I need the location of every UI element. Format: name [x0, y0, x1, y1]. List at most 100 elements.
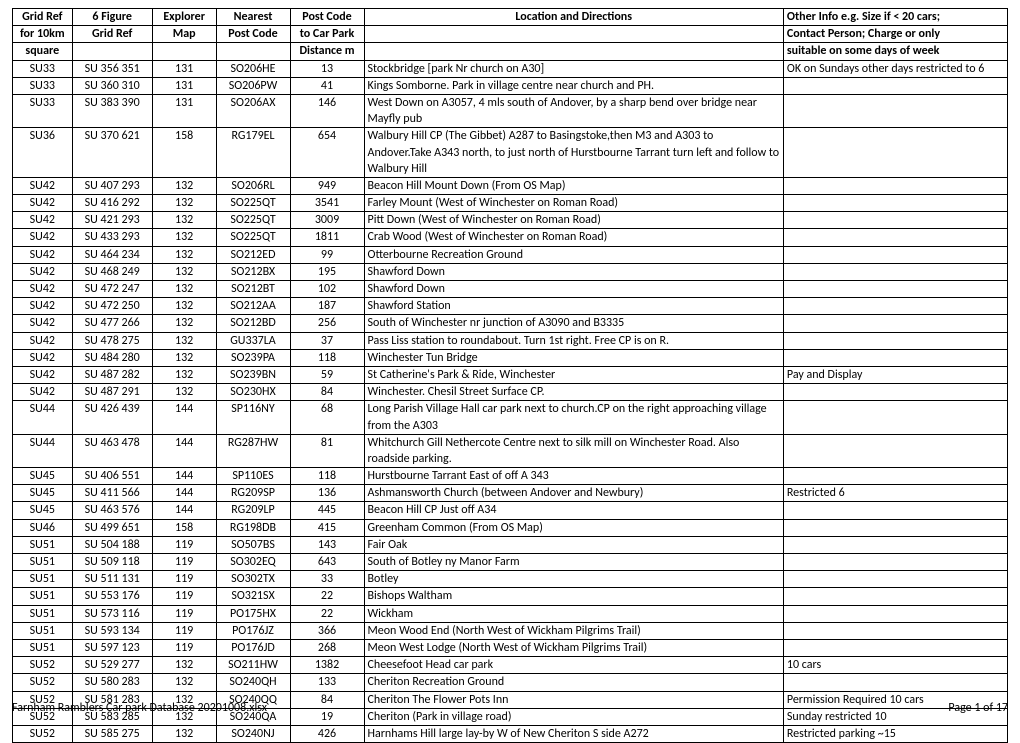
- table-cell: South of Botley ny Manor Farm: [364, 554, 783, 571]
- table-row: SU51SU 573 116119PO175HX22Wickham: [13, 605, 1008, 622]
- table-row: SU51SU 553 176119SO321SX22Bishops Waltha…: [13, 588, 1008, 605]
- table-cell: SU 487 291: [72, 384, 152, 401]
- table-cell: SU 499 651: [72, 519, 152, 536]
- table-cell: [783, 315, 1007, 332]
- table-cell: SU33: [13, 60, 73, 77]
- table-cell: [783, 588, 1007, 605]
- footer-page-number: Page 1 of 17: [948, 701, 1008, 715]
- table-cell: SU 406 551: [72, 468, 152, 485]
- table-cell: SU51: [13, 536, 73, 553]
- table-cell: SU51: [13, 554, 73, 571]
- table-cell: SU 421 293: [72, 212, 152, 229]
- table-cell: 445: [290, 502, 364, 519]
- table-cell: Cheriton Recreation Ground: [364, 674, 783, 691]
- table-row: SU45SU 411 566144RG209SP136Ashmansworth …: [13, 485, 1008, 502]
- table-cell: 366: [290, 622, 364, 639]
- table-cell: SU 416 292: [72, 195, 152, 212]
- table-cell: 195: [290, 263, 364, 280]
- table-cell: SU45: [13, 502, 73, 519]
- table-cell: SU 553 176: [72, 588, 152, 605]
- table-cell: 99: [290, 246, 364, 263]
- header-cell: Map: [152, 26, 216, 43]
- table-row: SU42SU 472 247132SO212BT102Shawford Down: [13, 281, 1008, 298]
- table-row: SU33SU 360 310131SO206PW41Kings Somborne…: [13, 77, 1008, 94]
- table-cell: Farley Mount (West of Winchester on Roma…: [364, 195, 783, 212]
- table-cell: SO206PW: [216, 77, 290, 94]
- header-cell: suitable on some days of week: [783, 43, 1007, 60]
- table-cell: 144: [152, 434, 216, 467]
- table-cell: SU 585 275: [72, 725, 152, 742]
- table-cell: 22: [290, 605, 364, 622]
- table-cell: SU42: [13, 195, 73, 212]
- table-cell: 131: [152, 77, 216, 94]
- table-row: SU51SU 509 118119SO302EQ643South of Botl…: [13, 554, 1008, 571]
- table-cell: SU 472 247: [72, 281, 152, 298]
- table-row: SU42SU 487 282132SO239BN59St Catherine's…: [13, 366, 1008, 383]
- table-cell: 132: [152, 263, 216, 280]
- table-cell: SU36: [13, 128, 73, 178]
- table-row: SU42SU 407 293132SO206RL949Beacon Hill M…: [13, 177, 1008, 194]
- table-row: SU51SU 511 131119SO302TX33Botley: [13, 571, 1008, 588]
- table-cell: [783, 639, 1007, 656]
- table-cell: 144: [152, 401, 216, 434]
- table-row: SU51SU 504 188119SO507BS143Fair Oak: [13, 536, 1008, 553]
- table-cell: SO321SX: [216, 588, 290, 605]
- table-cell: SU 360 310: [72, 77, 152, 94]
- table-cell: SO212ED: [216, 246, 290, 263]
- table-cell: SO302EQ: [216, 554, 290, 571]
- table-cell: Shawford Down: [364, 263, 783, 280]
- table-row: SU45SU 406 551144SP110ES118Hurstbourne T…: [13, 468, 1008, 485]
- table-cell: 144: [152, 468, 216, 485]
- table-cell: SO507BS: [216, 536, 290, 553]
- table-cell: SP116NY: [216, 401, 290, 434]
- table-cell: 426: [290, 725, 364, 742]
- table-cell: Ashmansworth Church (between Andover and…: [364, 485, 783, 502]
- table-cell: Walbury Hill CP (The Gibbet) A287 to Bas…: [364, 128, 783, 178]
- table-cell: SU45: [13, 485, 73, 502]
- table-cell: [783, 128, 1007, 178]
- table-row: SU44SU 426 439144SP116NY68Long Parish Vi…: [13, 401, 1008, 434]
- table-cell: 132: [152, 177, 216, 194]
- table-cell: SU45: [13, 468, 73, 485]
- table-cell: 10 cars: [783, 657, 1007, 674]
- table-cell: [783, 212, 1007, 229]
- table-cell: SU 573 116: [72, 605, 152, 622]
- table-cell: SU 529 277: [72, 657, 152, 674]
- table-cell: SO225QT: [216, 229, 290, 246]
- table-cell: 22: [290, 588, 364, 605]
- table-cell: 131: [152, 60, 216, 77]
- table-header: Grid Ref6 FigureExplorerNearestPost Code…: [13, 9, 1008, 61]
- table-row: SU36SU 370 621158RG179EL654Walbury Hill …: [13, 128, 1008, 178]
- table-cell: SU42: [13, 177, 73, 194]
- table-cell: Meon West Lodge (North West of Wickham P…: [364, 639, 783, 656]
- table-cell: 118: [290, 468, 364, 485]
- table-cell: 158: [152, 128, 216, 178]
- table-cell: SU 478 275: [72, 332, 152, 349]
- header-cell: Explorer: [152, 9, 216, 26]
- table-cell: SU42: [13, 366, 73, 383]
- table-cell: SP110ES: [216, 468, 290, 485]
- table-cell: SU 356 351: [72, 60, 152, 77]
- table-cell: RG198DB: [216, 519, 290, 536]
- table-cell: 81: [290, 434, 364, 467]
- table-cell: [783, 519, 1007, 536]
- page: Grid Ref6 FigureExplorerNearestPost Code…: [0, 0, 1020, 721]
- table-cell: SU42: [13, 332, 73, 349]
- table-cell: St Catherine's Park & Ride, Winchester: [364, 366, 783, 383]
- table-cell: 1382: [290, 657, 364, 674]
- table-cell: SU 509 118: [72, 554, 152, 571]
- table-cell: Beacon Hill Mount Down (From OS Map): [364, 177, 783, 194]
- table-cell: 3541: [290, 195, 364, 212]
- header-cell: square: [13, 43, 73, 60]
- table-cell: SU 511 131: [72, 571, 152, 588]
- header-cell: Contact Person; Charge or only: [783, 26, 1007, 43]
- table-cell: 33: [290, 571, 364, 588]
- header-cell: for 10km: [13, 26, 73, 43]
- table-cell: SU 484 280: [72, 349, 152, 366]
- table-row: SU51SU 593 134119PO176JZ366Meon Wood End…: [13, 622, 1008, 639]
- table-cell: [783, 195, 1007, 212]
- header-cell: Other Info e.g. Size if < 20 cars;: [783, 9, 1007, 26]
- table-cell: SO212BT: [216, 281, 290, 298]
- header-cell: Distance m: [290, 43, 364, 60]
- table-cell: [783, 246, 1007, 263]
